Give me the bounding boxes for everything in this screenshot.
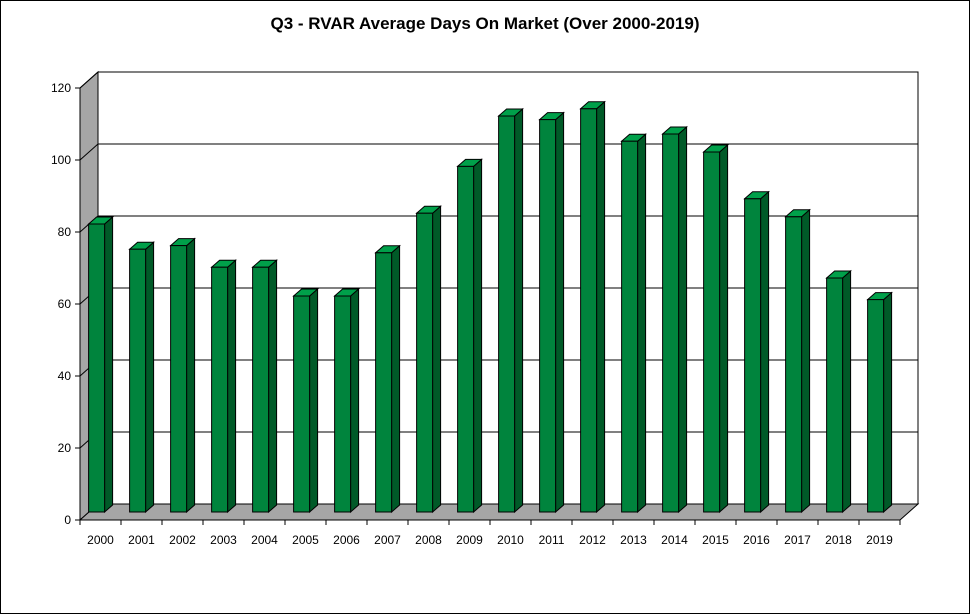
x-tick-label-2001: 2001 <box>128 533 155 547</box>
bar-2007 <box>374 244 401 514</box>
bar-front-2004 <box>252 266 270 513</box>
bars <box>87 100 893 514</box>
bar-front-2002 <box>170 245 188 513</box>
x-tick-label-2011: 2011 <box>539 533 565 547</box>
bar-front-2013 <box>621 140 639 513</box>
bar-2005 <box>292 287 319 514</box>
bar-2016 <box>743 190 770 514</box>
bar-side-2009 <box>473 158 483 514</box>
bar-side-2010 <box>514 107 524 514</box>
bar-side-2006 <box>350 287 360 514</box>
bar-2013 <box>620 133 647 514</box>
bar-side-2017 <box>801 208 811 514</box>
bar-front-2009 <box>457 165 475 513</box>
bar-side-2005 <box>309 287 319 514</box>
bar-2002 <box>169 237 196 514</box>
bar-2018 <box>825 269 852 514</box>
bar-front-2005 <box>293 295 311 513</box>
bar-side-2016 <box>760 190 770 514</box>
x-tick-label-2008: 2008 <box>415 533 442 547</box>
x-tick-label-2005: 2005 <box>292 533 319 547</box>
bar-side-2011 <box>555 111 565 514</box>
x-tick-label-2012: 2012 <box>579 533 606 547</box>
bar-side-2001 <box>145 241 155 514</box>
bar-front-2012 <box>580 108 598 513</box>
y-tick-label-60: 60 <box>58 297 72 311</box>
y-axis-ticks: 0 20 40 60 80 100 120 <box>51 81 81 527</box>
bar-2017 <box>784 208 811 514</box>
x-tick-label-2000: 2000 <box>87 533 114 547</box>
y-tick-label-100: 100 <box>51 153 71 167</box>
x-tick-label-2006: 2006 <box>333 533 360 547</box>
x-tick-label-2015: 2015 <box>702 533 729 547</box>
y-tick-label-80: 80 <box>58 225 72 239</box>
bar-side-2015 <box>719 143 729 514</box>
y-tick-label-0: 0 <box>64 513 71 527</box>
bar-front-2017 <box>785 216 803 513</box>
bar-2003 <box>210 259 237 514</box>
x-tick-label-2009: 2009 <box>456 533 483 547</box>
bar-front-2014 <box>662 133 680 513</box>
x-tick-label-2019: 2019 <box>866 533 893 547</box>
bar-front-2010 <box>498 115 516 513</box>
bar-front-2018 <box>826 277 844 513</box>
bar-side-2007 <box>391 244 401 514</box>
bar-side-2019 <box>883 291 893 514</box>
bar-side-2003 <box>227 259 237 514</box>
y-tick-label-20: 20 <box>58 441 72 455</box>
bar-side-2000 <box>104 215 114 514</box>
bar-side-2012 <box>596 100 606 514</box>
x-tick-label-2003: 2003 <box>210 533 237 547</box>
gridline-side-120 <box>79 71 99 89</box>
bar-front-2003 <box>211 266 229 513</box>
bar-2009 <box>456 158 483 514</box>
bar-2001 <box>128 241 155 514</box>
bar-front-2015 <box>703 151 721 513</box>
bar-2008 <box>415 205 442 514</box>
bar-2010 <box>497 107 524 514</box>
bar-front-2019 <box>867 299 885 513</box>
x-tick-label-2002: 2002 <box>169 533 196 547</box>
bar-side-2018 <box>842 269 852 514</box>
gridline-side-100 <box>79 143 99 161</box>
chart-title: Q3 - RVAR Average Days On Market (Over 2… <box>270 14 700 33</box>
bar-front-2016 <box>744 198 762 513</box>
bar-front-2008 <box>416 212 434 513</box>
bar-2006 <box>333 287 360 514</box>
bar-side-2002 <box>186 237 196 514</box>
bar-front-2006 <box>334 295 352 513</box>
bar-side-2013 <box>637 133 647 514</box>
bar-side-2008 <box>432 205 442 514</box>
bar-2012 <box>579 100 606 514</box>
x-tick-label-2017: 2017 <box>784 533 811 547</box>
bar-front-2000 <box>88 223 106 513</box>
x-tick-label-2014: 2014 <box>661 533 688 547</box>
bar-side-2004 <box>268 259 278 514</box>
x-tick-label-2004: 2004 <box>251 533 278 547</box>
x-axis-ticks: 2000 2001 2002 2003 2004 2005 2006 2007 2008 2009… <box>79 520 901 547</box>
bar-front-2001 <box>129 248 147 513</box>
x-tick-label-2007: 2007 <box>374 533 401 547</box>
bar-2000 <box>87 215 114 514</box>
x-tick-label-2016: 2016 <box>743 533 770 547</box>
y-tick-label-40: 40 <box>58 369 72 383</box>
bar-front-2011 <box>539 119 557 513</box>
x-tick-label-2013: 2013 <box>620 533 647 547</box>
bar-front-2007 <box>375 252 393 513</box>
bar-2011 <box>538 111 565 514</box>
bar-2004 <box>251 259 278 514</box>
bar-2019 <box>866 291 893 514</box>
bar-2015 <box>702 143 729 514</box>
bar-2014 <box>661 125 688 514</box>
bar-side-2014 <box>678 125 688 514</box>
y-tick-label-120: 120 <box>51 81 71 95</box>
x-tick-label-2010: 2010 <box>497 533 524 547</box>
x-tick-label-2018: 2018 <box>825 533 852 547</box>
